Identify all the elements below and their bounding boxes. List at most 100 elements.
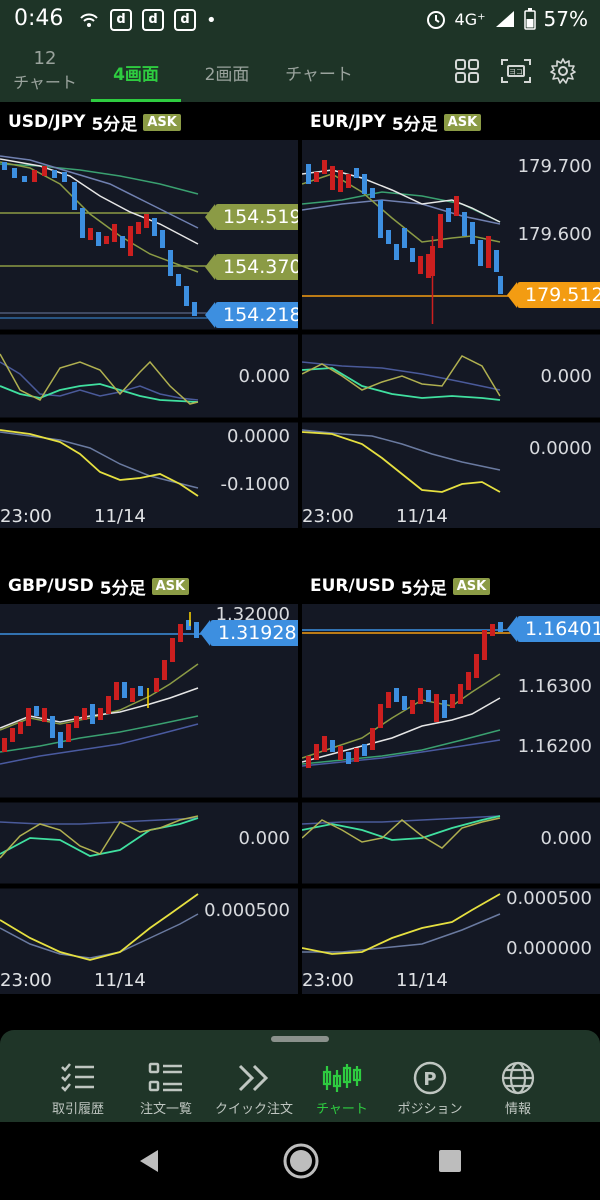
price-level-tag: 154.370 — [205, 254, 298, 280]
nav-label: 情報 — [504, 1102, 531, 1117]
chart-icon — [322, 1064, 362, 1092]
oscillator-label: 0.000500 — [204, 900, 290, 921]
network-type: 4G⁺ — [454, 9, 486, 29]
current-price-tag: 1.16401 — [507, 616, 600, 642]
tab-label: 2画面 — [204, 65, 250, 85]
alarm-icon — [426, 11, 445, 29]
tab-label: 12 — [33, 48, 57, 69]
nav-position[interactable]: P ポジション — [386, 1058, 474, 1117]
ask-badge: ASK — [151, 577, 190, 595]
nav-trade-history[interactable]: 取引履歴 — [34, 1058, 122, 1117]
ask-badge: ASK — [143, 113, 181, 131]
d-app-icon: d — [110, 9, 132, 31]
price-axis-label: 1.16300 — [517, 676, 592, 697]
pair-name: EUR/JPY — [310, 112, 386, 132]
chart-panel-eurusd[interactable]: EUR/USD 5分足 ASK — [302, 568, 600, 994]
price-chart[interactable] — [0, 104, 298, 528]
oscillator-label: 0.000 — [540, 828, 592, 849]
pair-name: EUR/USD — [310, 576, 395, 596]
nav-label: 取引履歴 — [51, 1102, 104, 1117]
nav-chart[interactable]: チャート — [298, 1058, 386, 1117]
chart-panel-eurjpy[interactable]: EUR/JPY 5分足 ASK — [302, 104, 600, 528]
nav-label: 注文一覧 — [139, 1102, 192, 1117]
order-list-icon — [148, 1062, 182, 1092]
tab-label: 4画面 — [113, 65, 159, 85]
nav-label: チャート — [316, 1102, 368, 1117]
d-app-icon: d — [142, 9, 164, 31]
settings-gear-icon[interactable] — [550, 58, 576, 84]
tab-label: チャート — [13, 73, 77, 92]
price-chart[interactable] — [302, 568, 600, 994]
time-axis-label: 11/14 — [396, 506, 448, 527]
pair-name: GBP/USD — [8, 576, 94, 596]
time-axis-label: 11/14 — [94, 506, 146, 527]
oscillator-label: 0.000500 — [506, 888, 592, 909]
tab-2-screens[interactable]: 2画面 — [182, 40, 272, 102]
svg-text:ヨコ: ヨコ — [509, 68, 523, 76]
tab-chart[interactable]: チャート — [273, 40, 365, 102]
dot-icon: • — [206, 9, 217, 31]
price-axis-label: 179.700 — [517, 156, 592, 177]
panel-header: USD/JPY 5分足 ASK — [0, 104, 298, 140]
oscillator-label: -0.1000 — [220, 474, 290, 495]
system-navigation-bar — [0, 1122, 600, 1200]
nav-quick-order[interactable]: クイック注文 — [210, 1058, 298, 1117]
globe-icon — [501, 1061, 535, 1095]
oscillator-label: 0.000 — [238, 828, 290, 849]
candles — [2, 162, 197, 316]
oscillator-label: 0.000000 — [506, 938, 592, 959]
wifi-calling-icon — [80, 13, 98, 27]
back-icon[interactable] — [136, 1148, 162, 1174]
panel-header: EUR/JPY 5分足 ASK — [302, 104, 600, 140]
price-chart[interactable] — [0, 568, 298, 994]
candles — [2, 612, 199, 752]
price-level-tag: 154.519 — [205, 204, 298, 230]
tab-label: チャート — [285, 65, 353, 85]
nav-label: クイック注文 — [214, 1102, 293, 1117]
oscillator-label: 0.000 — [540, 366, 592, 387]
current-price-tag: 1.31928 — [200, 620, 298, 646]
recents-icon[interactable] — [438, 1149, 462, 1173]
home-icon[interactable] — [281, 1141, 321, 1181]
price-chart[interactable] — [302, 104, 600, 528]
pair-name: USD/JPY — [8, 112, 86, 132]
oscillator-label: 0.000 — [238, 366, 290, 387]
tab-4-screens[interactable]: 4画面 — [91, 40, 181, 102]
price-axis-label: 1.16200 — [517, 736, 592, 757]
chart-panel-usdjpy[interactable]: USD/JPY 5分足 ASK — [0, 104, 298, 528]
time-axis-label: 11/14 — [94, 970, 146, 991]
timeframe: 5分足 — [99, 578, 146, 599]
candles — [306, 622, 503, 768]
price-axis-label: 179.600 — [517, 224, 592, 245]
position-icon: P — [413, 1061, 447, 1095]
signal-icon — [495, 11, 514, 27]
chart-panel-gbpusd[interactable]: GBP/USD 5分足 ASK — [0, 568, 298, 994]
clock: 0:46 — [14, 6, 64, 31]
panel-header: GBP/USD 5分足 ASK — [0, 568, 298, 604]
landscape-icon[interactable]: ヨコ — [500, 58, 532, 84]
timeframe: 5分足 — [400, 578, 447, 599]
grid-layout-icon[interactable] — [454, 58, 480, 84]
drawer-handle[interactable] — [271, 1036, 329, 1042]
candles — [306, 160, 503, 324]
notification-icons: d d d • — [78, 9, 217, 31]
tab-12-chart[interactable]: 12 チャート — [0, 40, 90, 102]
panel-header: EUR/USD 5分足 ASK — [302, 568, 600, 604]
time-axis-label: 23:00 — [0, 506, 52, 527]
nav-order-list[interactable]: 注文一覧 — [122, 1058, 210, 1117]
quick-order-icon — [238, 1064, 269, 1092]
tab-bar: 12 チャート 4画面 2画面 チャート ヨコ — [0, 40, 600, 102]
time-axis-label: 23:00 — [0, 970, 52, 991]
active-tab-indicator — [91, 99, 181, 102]
timeframe: 5分足 — [391, 114, 438, 135]
bottom-navigation: 取引履歴 注文一覧 クイック注文 チャート P ポジション 情報 — [0, 1030, 600, 1122]
status-bar: 0:46 d d d • 4G⁺ 57% — [0, 0, 600, 40]
nav-info[interactable]: 情報 — [474, 1058, 562, 1117]
time-axis-label: 23:00 — [302, 506, 354, 527]
ask-badge: ASK — [443, 113, 482, 131]
oscillator-label: 0.0000 — [529, 438, 592, 459]
battery-percent: 57% — [543, 7, 588, 31]
current-price-tag: 154.218 — [205, 302, 298, 328]
battery-icon — [523, 8, 536, 30]
time-axis-label: 11/14 — [396, 970, 448, 991]
